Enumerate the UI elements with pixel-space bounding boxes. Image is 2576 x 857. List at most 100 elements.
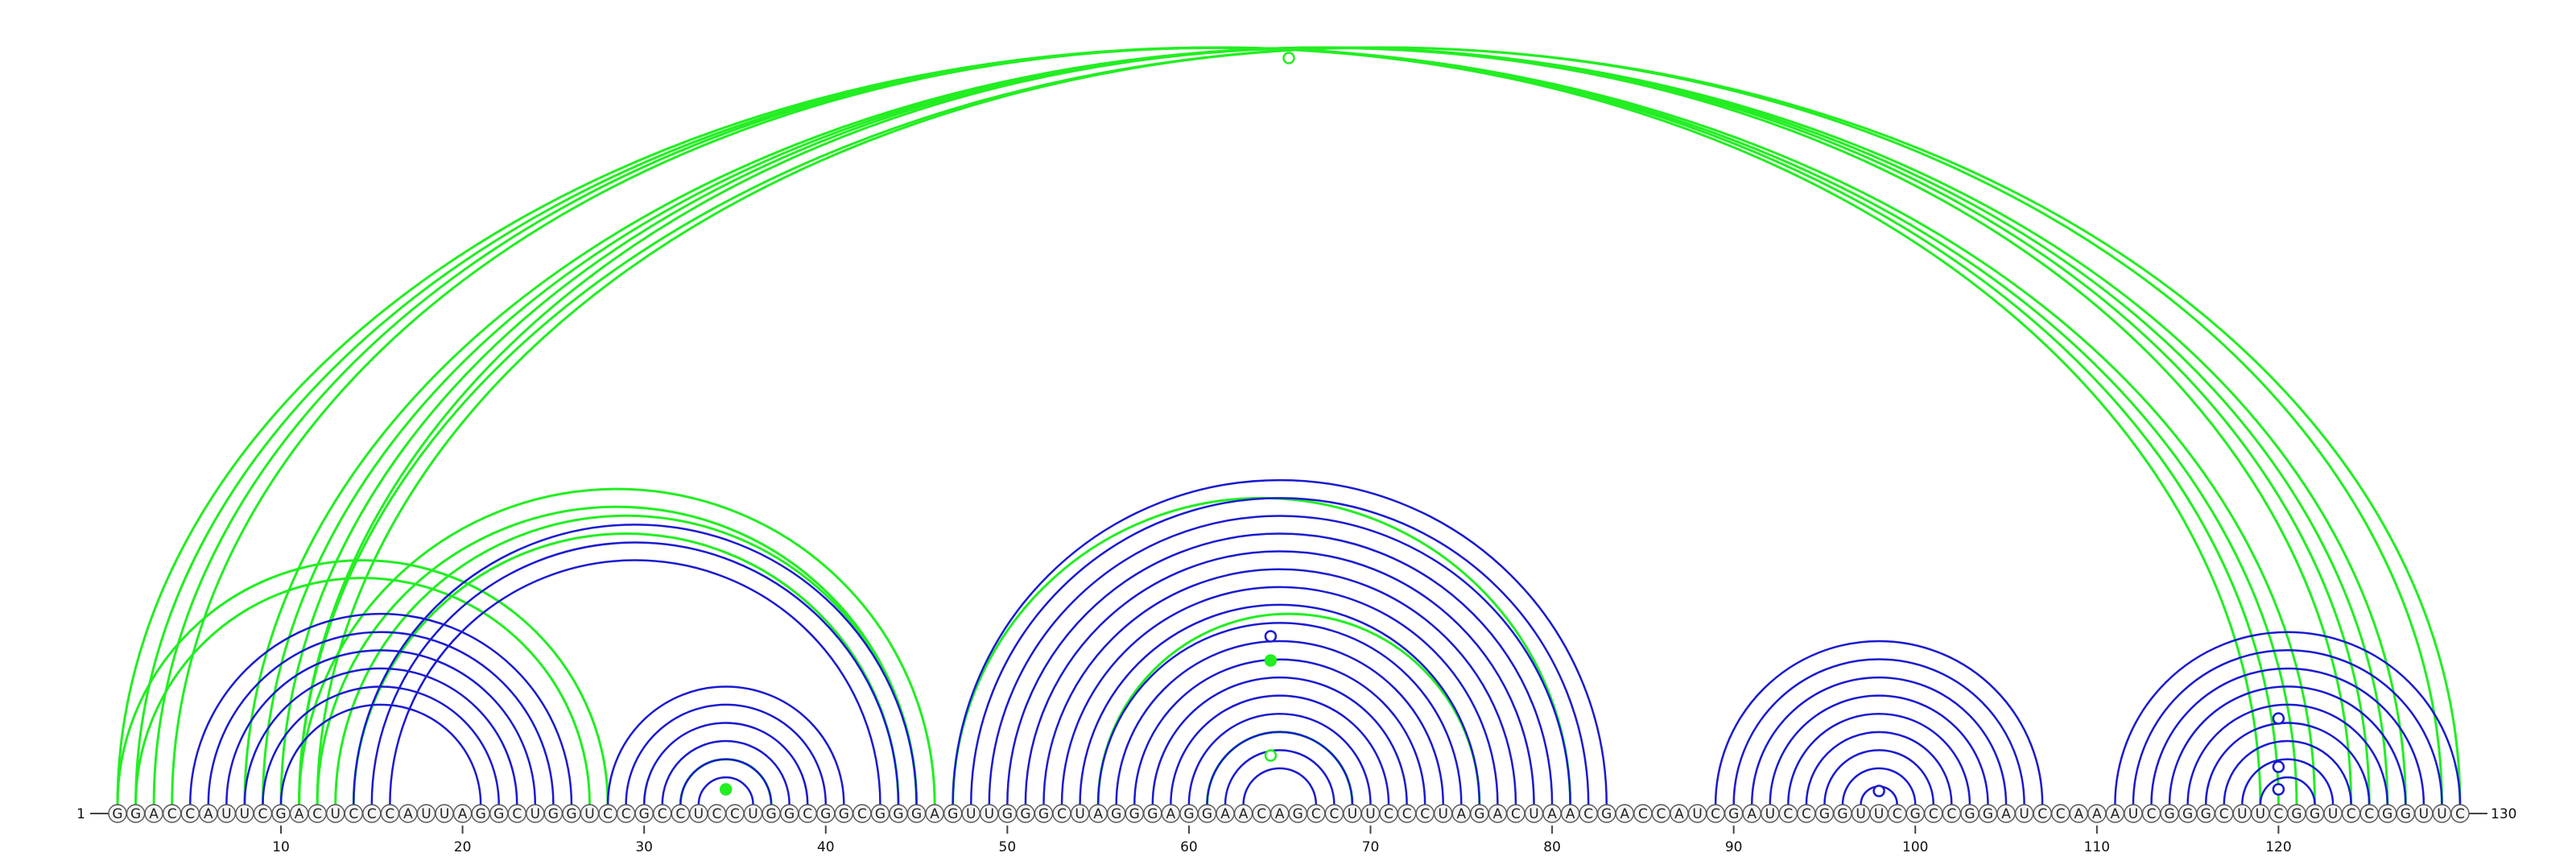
nucleotide-letter: C xyxy=(1257,806,1266,822)
tick-label: 20 xyxy=(454,839,472,855)
nucleotide-letter: A xyxy=(930,806,939,822)
nucleotide-letter: U xyxy=(440,806,449,822)
nucleotide-letter: G xyxy=(566,806,576,822)
tick-label: 70 xyxy=(1362,839,1380,855)
green-arc xyxy=(118,48,2315,805)
nucleotide-letter: U xyxy=(2237,806,2247,822)
nucleotide-letter: U xyxy=(2128,806,2138,822)
sequence-end-label: 130 xyxy=(2491,806,2516,822)
blue-arc xyxy=(1732,658,2025,805)
blue-arc xyxy=(279,703,482,805)
nucleotide-letter: C xyxy=(2147,806,2157,822)
green-arc xyxy=(261,46,2389,805)
nucleotide-letter: C xyxy=(1929,806,1938,822)
arc-marker xyxy=(1264,749,1278,762)
blue-arc xyxy=(1060,586,1499,805)
nucleotide-letter: U xyxy=(694,806,704,822)
nucleotide-letter: A xyxy=(403,806,413,822)
nucleotide-letter: C xyxy=(730,806,740,822)
blue-arc xyxy=(2186,703,2389,805)
nucleotide-letter: C xyxy=(2364,806,2374,822)
arc-marker xyxy=(2272,783,2285,796)
nucleotide-letter: C xyxy=(385,806,394,822)
nucleotide-letter: G xyxy=(784,806,795,822)
nucleotide-letter: A xyxy=(458,806,468,822)
nucleotide-letter: U xyxy=(2019,806,2029,822)
nucleotide-letter: G xyxy=(130,806,141,822)
green-arcs-layer xyxy=(116,46,2462,805)
nucleotide-letter: U xyxy=(748,806,758,822)
blue-arc xyxy=(969,496,1590,805)
nucleotide-letter: A xyxy=(1275,806,1285,822)
nucleotide-letter: C xyxy=(1511,806,1521,822)
blue-arc xyxy=(1805,731,1953,805)
nucleotide-letter: U xyxy=(966,806,976,822)
nucleotide-letter: U xyxy=(2437,806,2446,822)
nucleotide-letter: G xyxy=(2401,806,2411,822)
nucleotide-letter: A xyxy=(1093,806,1103,822)
green-arc xyxy=(952,496,1572,805)
arc-marker xyxy=(1264,654,1278,667)
nucleotide-letter: C xyxy=(1311,806,1321,822)
nucleotide-letter: U xyxy=(1348,806,1357,822)
blue-arc xyxy=(1096,622,1463,805)
nucleotide-letter: C xyxy=(1946,806,1956,822)
nucleotide-letter: G xyxy=(2291,806,2301,822)
blue-arc xyxy=(2168,685,2407,805)
arc-marker xyxy=(2272,760,2285,773)
nucleotide-letter: G xyxy=(1293,806,1303,822)
green-arc xyxy=(116,559,609,805)
blue-arc xyxy=(952,478,1608,805)
nucleotide-letter: G xyxy=(476,806,486,822)
blue-arc xyxy=(642,722,809,805)
nucleotide-letter: A xyxy=(1674,806,1684,822)
nucleotide-letter: G xyxy=(947,806,958,822)
green-arc xyxy=(352,532,900,805)
nucleotide-letter: C xyxy=(512,806,522,822)
nucleotide-letter: G xyxy=(2201,806,2211,822)
nucleotide-letter: U xyxy=(221,806,231,822)
nucleotide-letter: A xyxy=(1166,806,1176,822)
nucleotide-letter: U xyxy=(985,806,994,822)
nucleotide-letter: G xyxy=(2310,806,2320,822)
nucleotide-letter: G xyxy=(1020,806,1030,822)
nucleotide-letter: C xyxy=(349,806,358,822)
nucleotide-letter: G xyxy=(1147,806,1158,822)
blue-arc xyxy=(1224,749,1335,805)
blue-arc xyxy=(2150,668,2425,805)
nucleotide-letter: A xyxy=(1239,806,1249,822)
nucleotide-letter: C xyxy=(2347,806,2356,822)
nucleotide-letter: U xyxy=(1439,806,1448,822)
nucleotide-letter: A xyxy=(1220,806,1230,822)
green-arc xyxy=(152,46,2280,805)
nucleotide-letter: U xyxy=(240,806,250,822)
nucleotide-letter: A xyxy=(1566,806,1575,822)
nucleotide-letter: U xyxy=(1529,806,1538,822)
blue-arc xyxy=(2259,776,2316,805)
nucleotide-letter: U xyxy=(1365,806,1375,822)
blue-arc xyxy=(1170,694,1390,805)
nucleotide-letter: A xyxy=(2074,806,2083,822)
tick-label: 90 xyxy=(1725,839,1743,855)
blue-arc xyxy=(1006,533,1554,805)
nucleotide-letter: C xyxy=(603,806,613,822)
nucleotide-letter: G xyxy=(1002,806,1013,822)
nucleotide-letter: G xyxy=(548,806,559,822)
nucleotide-letter: C xyxy=(658,806,667,822)
nucleotide-letter: U xyxy=(2328,806,2338,822)
nucleotide-letter: U xyxy=(421,806,431,822)
sequence-start-label: 1 xyxy=(76,806,85,822)
arc-markers-layer xyxy=(719,52,2285,797)
nucleotide-letter: U xyxy=(1874,806,1884,822)
nucleotide-letter: G xyxy=(820,806,831,822)
nucleotide-letter: G xyxy=(1837,806,1847,822)
nucleotide-letter: C xyxy=(712,806,721,822)
nucleotide-letter: U xyxy=(330,806,340,822)
green-arc xyxy=(279,46,2371,805)
position-axis: 10 20 30 40 50 60 70 80 90 100 110 120 xyxy=(272,826,2292,855)
nucleotide-letter: G xyxy=(112,806,122,822)
blue-arc xyxy=(606,685,845,805)
nucleotide-letter: G xyxy=(1983,806,1993,822)
nucleotide-letter: C xyxy=(1402,806,1412,822)
